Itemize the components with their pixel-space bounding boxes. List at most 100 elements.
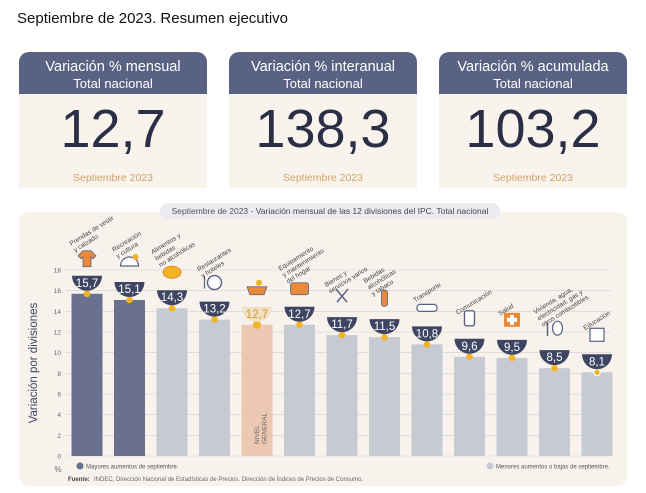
general-level-label-line: GENERAL bbox=[262, 413, 269, 444]
card-interanual: Variación % interanual Total nacional 13… bbox=[229, 52, 417, 188]
value-badge bbox=[582, 354, 612, 370]
plate-icon bbox=[203, 274, 223, 291]
y-tick-label: 12 bbox=[54, 330, 62, 337]
value-label: 11,7 bbox=[331, 319, 353, 331]
value-marker bbox=[211, 316, 218, 323]
car-icon bbox=[416, 303, 438, 312]
card-value: 12,7 bbox=[60, 99, 166, 159]
value-marker bbox=[551, 364, 558, 372]
card-acumulada: Variación % acumulada Total nacional 103… bbox=[439, 52, 627, 188]
category-label: Bebidasalcohólicasy tabaco bbox=[362, 262, 402, 298]
value-label: 9,5 bbox=[504, 342, 520, 354]
bar-7 bbox=[326, 335, 358, 456]
bar-13 bbox=[581, 372, 613, 456]
category-label: Recreacióny cultura bbox=[111, 230, 147, 260]
card-period: Septiembre 2023 bbox=[493, 172, 573, 184]
value-marker bbox=[466, 353, 473, 361]
y-unit-label: % bbox=[54, 465, 61, 474]
icon-shape bbox=[132, 253, 139, 260]
value-label: 15,7 bbox=[76, 278, 98, 290]
value-label: 10,8 bbox=[416, 328, 438, 340]
card-period: Septiembre 2023 bbox=[73, 172, 153, 184]
bar-11 bbox=[496, 357, 528, 456]
value-marker bbox=[338, 331, 346, 339]
tshirt-icon bbox=[77, 250, 97, 268]
card-body: 12,7 Septiembre 2023 bbox=[19, 94, 207, 188]
category-label: Vivienda, agua,electricidad, gas yotros … bbox=[532, 281, 590, 329]
value-marker bbox=[593, 368, 601, 377]
value-label: 12,7 bbox=[288, 309, 310, 321]
card-body: 103,2 Septiembre 2023 bbox=[439, 94, 627, 188]
value-marker bbox=[423, 341, 431, 348]
card-value: 138,3 bbox=[255, 99, 391, 159]
card-title: Variación % mensual bbox=[45, 59, 181, 75]
bar-3 bbox=[156, 308, 188, 456]
value-marker bbox=[253, 320, 261, 329]
value-marker bbox=[508, 354, 516, 362]
value-badge bbox=[454, 338, 485, 354]
bar-5 bbox=[241, 324, 273, 456]
value-marker bbox=[83, 290, 91, 298]
value-label: 11,5 bbox=[374, 321, 396, 333]
first-aid-icon bbox=[504, 312, 520, 327]
icon-shape bbox=[416, 303, 438, 312]
icon-shape bbox=[206, 274, 223, 291]
value-badge bbox=[72, 275, 102, 291]
chart-header: Septiembre de 2023 - Variación mensual d… bbox=[160, 203, 500, 219]
page-title: Septiembre de 2023. Resumen ejecutivo bbox=[17, 10, 288, 27]
chart-header-separator: - bbox=[248, 206, 256, 216]
general-level-label-line: NIVEL bbox=[254, 425, 261, 444]
value-label: 15,1 bbox=[118, 284, 140, 296]
value-label: 8,1 bbox=[589, 356, 605, 368]
bar-12 bbox=[539, 368, 570, 456]
icon-shape bbox=[290, 282, 309, 296]
bar-8 bbox=[369, 337, 400, 456]
source-text: INDEC, Dirección Nacional de Estadística… bbox=[94, 476, 363, 483]
bulb-icon bbox=[546, 320, 564, 337]
icon-shape bbox=[507, 314, 517, 325]
icon-shape bbox=[256, 279, 262, 286]
card-title: Variación % interanual bbox=[250, 59, 395, 75]
value-label: 13,2 bbox=[203, 304, 225, 316]
value-badge bbox=[412, 326, 442, 342]
value-label: 9,6 bbox=[462, 341, 478, 353]
icon-shape bbox=[335, 288, 348, 303]
value-badge bbox=[539, 350, 570, 366]
y-tick-label: 18 bbox=[54, 268, 62, 275]
bar-2 bbox=[114, 299, 145, 456]
icon-shape bbox=[589, 327, 605, 342]
icon-shape bbox=[77, 250, 97, 268]
value-badge bbox=[327, 317, 357, 333]
bar-9 bbox=[411, 344, 443, 456]
card-subtitle: Total nacional bbox=[493, 76, 573, 91]
card-mensual: Variación % mensual Total nacional 12,7 … bbox=[19, 52, 207, 188]
y-tick-label: 10 bbox=[54, 350, 62, 357]
value-badge bbox=[199, 301, 230, 317]
card-value: 103,2 bbox=[465, 99, 601, 159]
bar-6 bbox=[284, 324, 315, 456]
book-icon bbox=[589, 327, 605, 342]
icon-shape bbox=[463, 310, 476, 327]
chart-header-text: Variación mensual de las 12 divisiones d… bbox=[255, 206, 489, 216]
legend-label-menores: Menores aumentos o bajas de septiembre. bbox=[496, 465, 610, 471]
card-period: Septiembre 2023 bbox=[283, 172, 363, 184]
y-axis-label: Variación por divisiones bbox=[28, 302, 40, 423]
card-header: Variación % interanual Total nacional bbox=[229, 52, 417, 94]
icon-shape bbox=[246, 286, 268, 296]
icon-shape bbox=[162, 265, 182, 279]
y-tick-label: 4 bbox=[57, 412, 61, 419]
card-subtitle: Total nacional bbox=[283, 76, 363, 91]
value-marker bbox=[168, 304, 176, 312]
value-label: 12,7 bbox=[246, 309, 268, 321]
card-header: Variación % acumulada Total nacional bbox=[439, 52, 627, 94]
bottle-icon bbox=[381, 289, 388, 307]
toolbox-icon bbox=[290, 282, 309, 296]
value-badge bbox=[369, 319, 400, 335]
icon-shape bbox=[551, 320, 564, 336]
value-marker bbox=[296, 321, 303, 329]
y-tick-label: 16 bbox=[54, 288, 62, 295]
category-label: Equipamientoy mantenimientodel hogar bbox=[277, 241, 329, 285]
value-badge bbox=[284, 306, 315, 322]
chart-header-period: Septiembre de 2023 bbox=[171, 206, 249, 216]
